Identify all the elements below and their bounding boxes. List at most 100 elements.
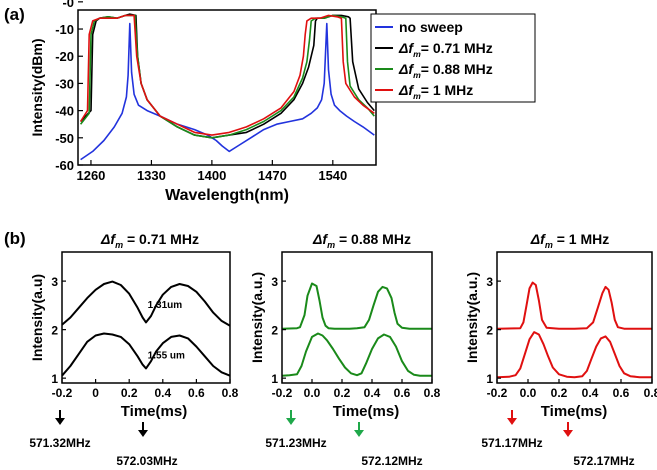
legend-box xyxy=(370,13,536,103)
trace-1-title-sub: m xyxy=(327,240,335,250)
legend-entry-3-sub: m xyxy=(413,91,421,101)
legend-entry-2-value: = 0.88 MHz xyxy=(421,61,493,77)
trace-2-marker-label-1: 572.17MHz xyxy=(573,454,634,468)
trace-1-x-tick-label-3: 0.4 xyxy=(364,386,381,400)
trace-2-title-value: = 1 MHz xyxy=(553,231,609,247)
spectrum-y-axis-label: Intensity(dBm) xyxy=(29,39,45,137)
spectrum-x-tick-label-4: 1540 xyxy=(318,168,347,183)
trace-1-line-0 xyxy=(281,282,432,330)
spectrum-series-line-3 xyxy=(79,14,375,136)
trace-2-x-tick-label-3: 0.4 xyxy=(582,386,599,400)
trace-0-title-value: = 0.71 MHz xyxy=(123,231,199,247)
trace-1-x-tick-label-4: 0.6 xyxy=(394,386,411,400)
trace-0-arrow-head-0 xyxy=(55,418,65,425)
trace-1-title-value: = 0.88 MHz xyxy=(335,231,411,247)
trace-1-x-tick-label-5: 0.8 xyxy=(424,386,441,400)
trace-1-y-tick-label-0: 1 xyxy=(271,372,278,386)
trace-1-y-tick-label-1: 2 xyxy=(271,324,278,338)
trace-1-line-1 xyxy=(281,332,432,377)
trace-2-arrow-head-1 xyxy=(563,430,573,437)
trace-1-arrow-head-0 xyxy=(286,418,296,425)
trace-0-annotation-1: 1.55 um xyxy=(148,351,185,362)
time-chart-0-71mhz: Δfm = 0.71 MHz -0.2 0 0.2 0.4 0.6 0.8 1 2 3 Time(m… xyxy=(29,231,239,468)
spectrum-y-tick-label-2: -40 xyxy=(55,104,74,119)
time-chart-1mhz: Δfm = 1 MHz -0.2 0.0 0.2 0.4 0.6 0.8 1 2 3 Time(ms… xyxy=(464,231,657,468)
trace-0-line-1 xyxy=(61,332,231,377)
trace-1-marker-label-1: 572.12MHz xyxy=(361,454,422,468)
trace-2-marker-label-0: 571.17MHz xyxy=(481,436,542,450)
trace-1-x-tick-label-2: 0.2 xyxy=(334,386,351,400)
spectrum-y-tick-label-3: -30 xyxy=(55,76,74,91)
spectrum-chart: 1260 1330 1400 1470 1540 -60 -50 -40 -30 -20 -10 -0… xyxy=(29,0,536,204)
trace-2-x-tick-label-5: 0.8 xyxy=(644,386,657,400)
legend-entry-3-delta: Δf xyxy=(398,82,414,98)
panel-label-a: (a) xyxy=(4,5,25,24)
trace-2-y-tick-label-0: 1 xyxy=(486,372,493,386)
spectrum-series-line-1 xyxy=(80,13,375,139)
spectrum-y-tick-label-4: -20 xyxy=(55,49,74,64)
trace-0-x-tick-label-1: 0 xyxy=(92,386,99,400)
trace-2-title-sub: m xyxy=(545,240,553,250)
trace-1-y-tick-label-2: 3 xyxy=(271,275,278,289)
trace-2-line-0 xyxy=(496,281,652,330)
trace-0-line-0 xyxy=(61,280,231,327)
trace-0-arrow-head-1 xyxy=(138,430,148,437)
legend-entry-3-value: = 1 MHz xyxy=(421,82,474,98)
trace-2-x-axis-label: Time(ms) xyxy=(541,403,607,420)
trace-2-x-tick-label-4: 0.6 xyxy=(613,386,630,400)
spectrum-x-axis-label: Wavelength(nm) xyxy=(165,187,289,204)
spectrum-y-tick-label-5: -10 xyxy=(55,22,74,37)
trace-1-x-axis-label: Time(ms) xyxy=(333,403,399,420)
spectrum-y-tick-label-0: -60 xyxy=(55,158,74,173)
trace-2-y-tick-label-1: 2 xyxy=(486,324,493,338)
trace-1-x-tick-label-0: -0.2 xyxy=(272,386,293,400)
spectrum-plot-frame xyxy=(77,9,377,166)
trace-2-line-1 xyxy=(496,331,652,379)
trace-0-x-tick-label-3: 0.4 xyxy=(154,386,171,400)
legend-entry-1-delta: Δf xyxy=(398,40,414,56)
legend-entry-0: no sweep xyxy=(399,19,463,35)
legend-entry-1-sub: m xyxy=(413,49,421,59)
trace-0-title-delta: Δf xyxy=(100,231,116,247)
trace-2-y-tick-label-2: 3 xyxy=(486,275,493,289)
trace-1-title: Δfm = 0.88 MHz xyxy=(312,231,411,250)
trace-2-title-delta: Δf xyxy=(530,231,546,247)
trace-0-y-tick-label-2: 3 xyxy=(51,275,58,289)
spectrum-series-line-2 xyxy=(79,14,375,139)
legend-entry-2-delta: Δf xyxy=(398,61,414,77)
spectrum-x-tick-label-3: 1470 xyxy=(258,168,287,183)
spectrum-y-tick-label-1: -50 xyxy=(55,131,74,146)
trace-2-arrow-head-0 xyxy=(507,418,517,425)
spectrum-y-tick-label-6: -0 xyxy=(62,0,74,10)
trace-2-x-tick-label-2: 0.2 xyxy=(551,386,568,400)
legend-entry-3: Δfm= 1 MHz xyxy=(398,82,473,101)
trace-1-marker-label-0: 571.23MHz xyxy=(265,436,326,450)
trace-0-x-tick-label-0: -0.2 xyxy=(52,386,73,400)
trace-2-x-tick-label-0: -0.2 xyxy=(487,386,508,400)
trace-1-frame xyxy=(281,251,433,384)
spectrum-x-tick-label-0: 1260 xyxy=(76,168,105,183)
trace-0-x-tick-label-5: 0.8 xyxy=(222,386,239,400)
time-chart-0-88mhz: Δfm = 0.88 MHz -0.2 0.0 0.2 0.4 0.6 0.8 1 2 3 Time… xyxy=(249,231,441,468)
trace-0-marker-label-1: 572.03MHz xyxy=(116,454,177,468)
spectrum-x-tick-label-1: 1330 xyxy=(137,168,166,183)
trace-0-annotation-0: 1.31um xyxy=(148,300,183,311)
legend-entry-2-sub: m xyxy=(413,70,421,80)
trace-1-title-delta: Δf xyxy=(312,231,328,247)
spectrum-series-line-0 xyxy=(80,22,375,161)
trace-0-y-axis-label: Intensity(a.u) xyxy=(29,274,45,361)
trace-0-title: Δfm = 0.71 MHz xyxy=(100,231,199,250)
trace-0-frame xyxy=(61,251,231,384)
trace-2-frame xyxy=(496,251,653,384)
trace-0-marker-label-0: 571.32MHz xyxy=(29,436,90,450)
legend-entry-1: Δfm= 0.71 MHz xyxy=(398,40,493,59)
trace-0-x-tick-label-2: 0.2 xyxy=(121,386,138,400)
trace-1-arrow-head-1 xyxy=(354,430,364,437)
trace-1-x-tick-label-1: 0.0 xyxy=(304,386,321,400)
trace-1-y-axis-label: Intensity(a.u.) xyxy=(249,272,265,363)
trace-0-x-axis-label: Time(ms) xyxy=(121,403,187,420)
spectrum-x-tick-label-2: 1400 xyxy=(197,168,226,183)
legend-entry-2: Δfm= 0.88 MHz xyxy=(398,61,493,80)
trace-0-x-tick-label-4: 0.6 xyxy=(188,386,205,400)
